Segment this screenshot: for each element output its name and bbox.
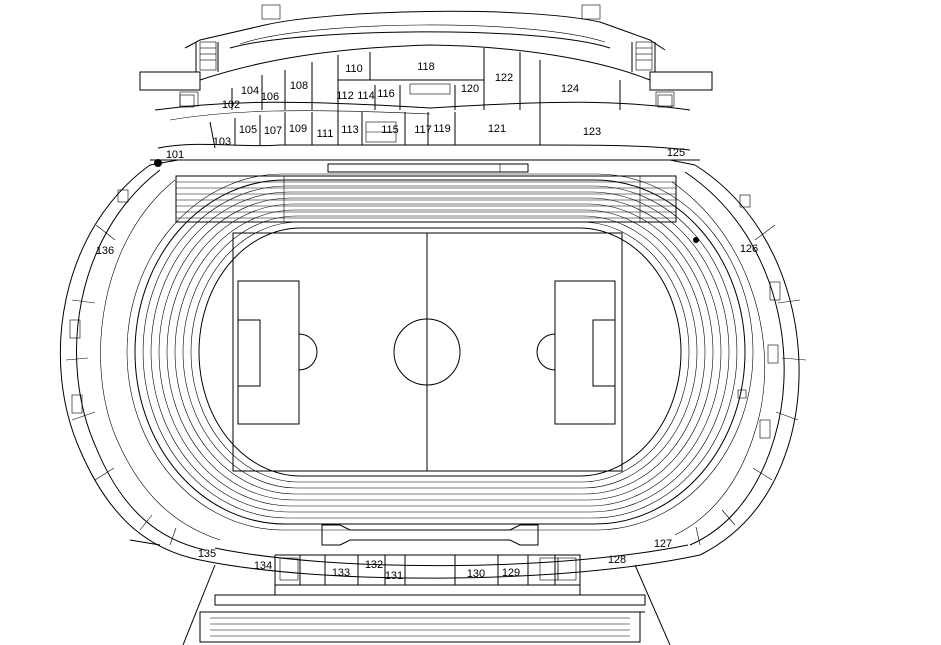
room-116: 116 (377, 88, 395, 100)
room-111: 111 (317, 128, 334, 140)
room-102: 102 (222, 99, 240, 111)
room-132: 132 (365, 559, 383, 571)
running-track (126, 163, 754, 546)
room-105: 105 (239, 124, 257, 136)
room-136: 136 (96, 245, 114, 257)
room-104: 104 (241, 85, 259, 97)
room-123: 123 (583, 126, 601, 138)
bowl-radial-lines (65, 159, 807, 546)
room-122: 122 (495, 72, 513, 84)
room-130: 130 (467, 568, 485, 580)
room-109: 109 (289, 123, 307, 135)
room-112: 112 (336, 90, 354, 102)
room-133: 133 (332, 567, 350, 579)
room-103: 103 (213, 136, 231, 148)
north-grandstand (139, 4, 713, 161)
room-134: 134 (254, 560, 272, 572)
room-110: 110 (345, 63, 363, 75)
stair-marks (69, 189, 781, 439)
room-126: 126 (740, 243, 758, 255)
room-127: 127 (654, 538, 672, 550)
room-106: 106 (261, 91, 279, 103)
room-labels: 101 102 103 104 105 106 107 108 109 110 … (96, 61, 758, 582)
football-pitch (232, 232, 623, 472)
room-117: 117 (414, 124, 432, 136)
room-107: 107 (264, 125, 282, 137)
room-101: 101 (166, 149, 184, 161)
room-108: 108 (290, 80, 308, 92)
room-124: 124 (561, 83, 579, 95)
room-120: 120 (461, 83, 479, 95)
room-115: 115 (381, 124, 399, 136)
room-113: 113 (341, 124, 359, 136)
room-118: 118 (417, 61, 435, 73)
room-129: 129 (502, 567, 520, 579)
room-128: 128 (608, 554, 626, 566)
outer-bowl (59, 164, 800, 579)
room-114: 114 (357, 90, 375, 102)
room-135: 135 (198, 548, 216, 560)
south-stand (129, 539, 671, 645)
room-125: 125 (667, 147, 685, 159)
room-131: 131 (385, 570, 403, 582)
room-121: 121 (488, 123, 506, 135)
room-119: 119 (433, 123, 451, 135)
misc-details (154, 83, 747, 399)
